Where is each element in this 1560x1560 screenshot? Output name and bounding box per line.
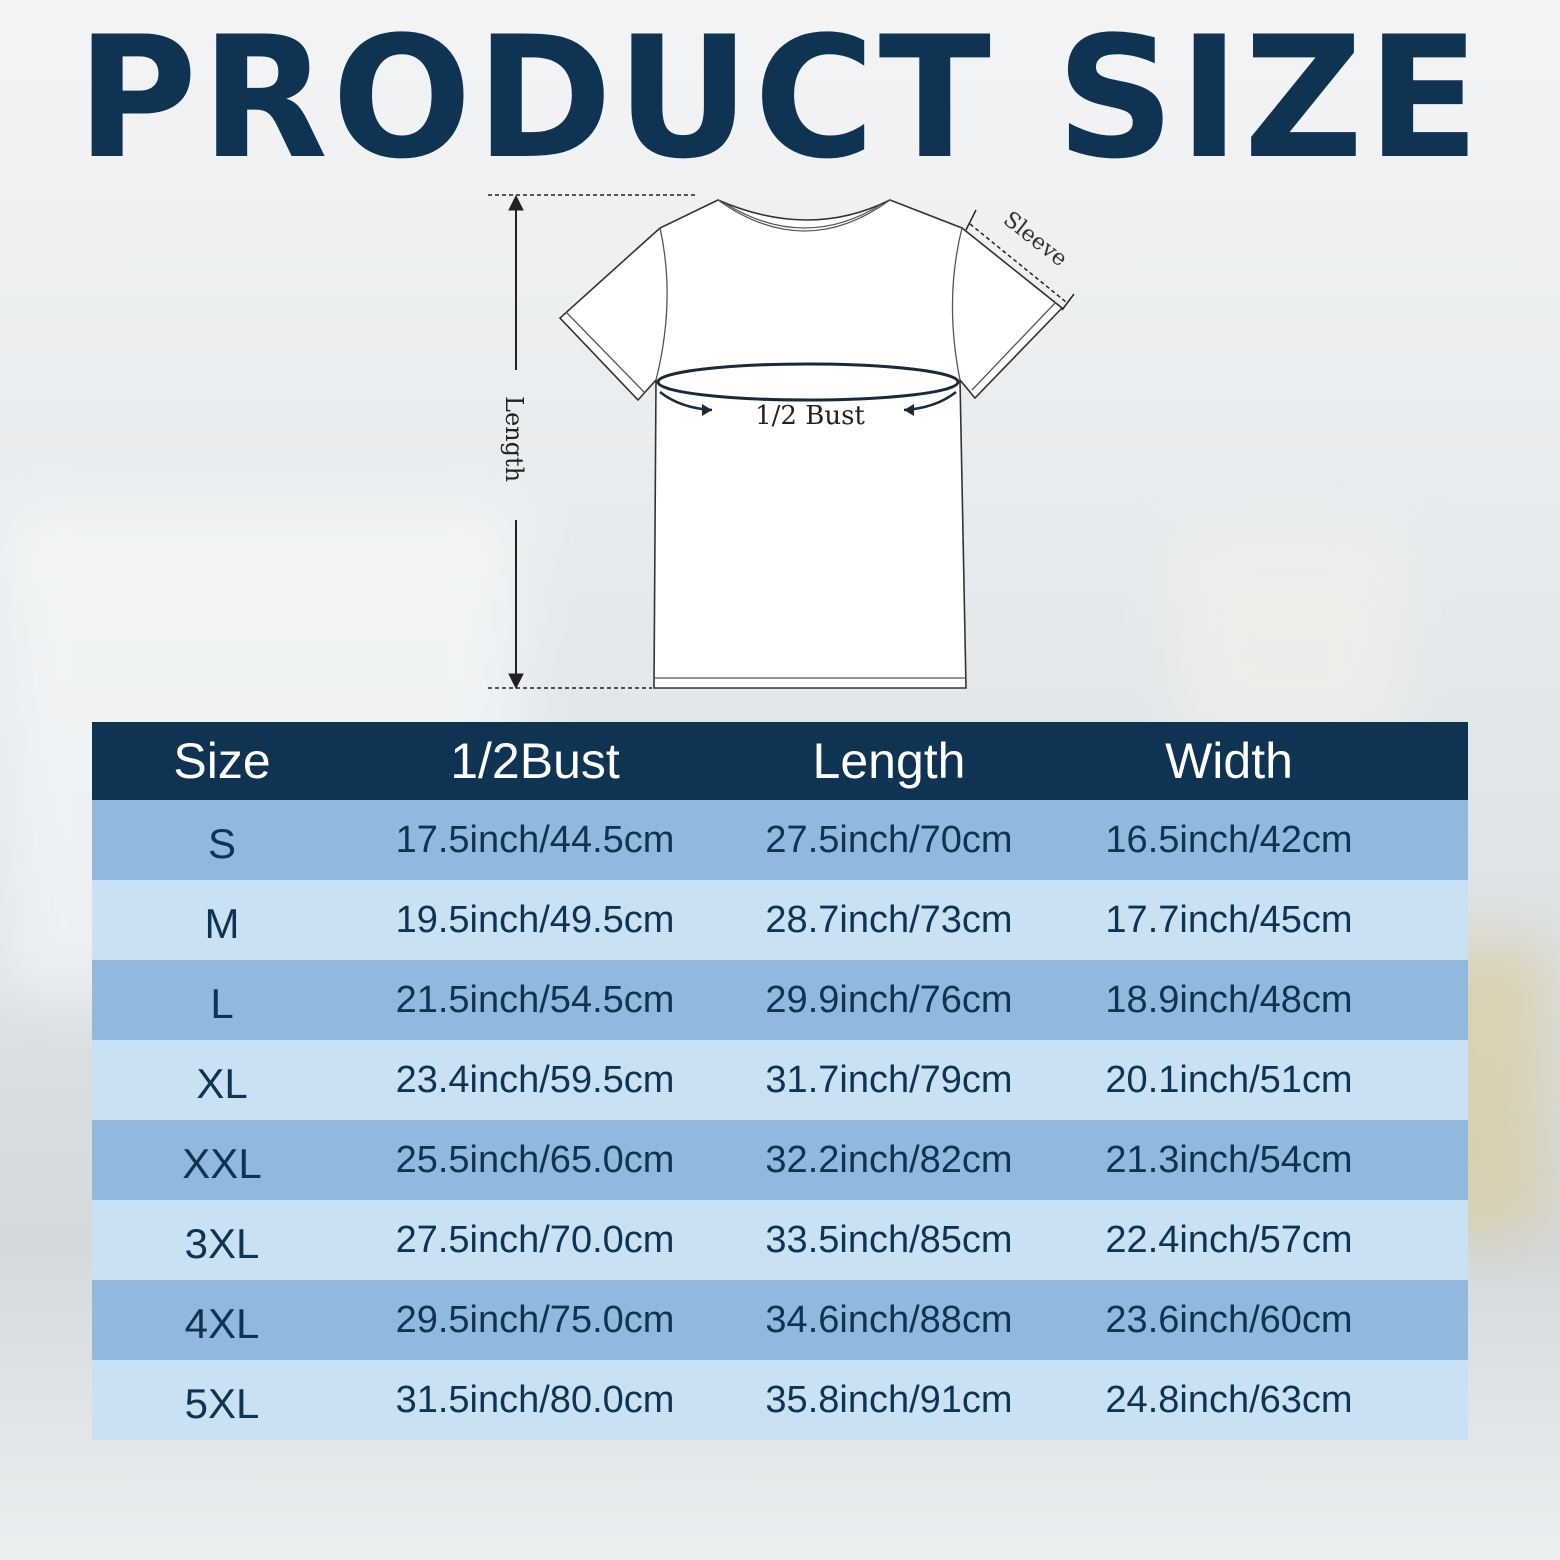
length-cell: 34.6inch/88cm <box>765 1298 1013 1341</box>
size-cell: XL <box>196 1060 248 1107</box>
length-cell: 32.2inch/82cm <box>765 1138 1013 1181</box>
bust-cell: 19.5inch/49.5cm <box>395 898 675 941</box>
size-cell: L <box>210 980 234 1027</box>
header-size: Size <box>173 733 271 789</box>
table-row: XXL 25.5inch/65.0cm 32.2inch/82cm 21.3inch/… <box>92 1120 1468 1200</box>
width-cell: 17.7inch/45cm <box>1105 898 1353 941</box>
header-bust: 1/2Bust <box>450 733 620 789</box>
width-cell: 23.6inch/60cm <box>1105 1298 1353 1341</box>
width-cell: 24.8inch/63cm <box>1105 1378 1353 1421</box>
bust-cell: 17.5inch/44.5cm <box>395 818 675 861</box>
width-cell: 20.1inch/51cm <box>1105 1058 1353 1101</box>
size-cell: 3XL <box>184 1220 260 1267</box>
width-cell: 21.3inch/54cm <box>1105 1138 1353 1181</box>
length-cell: 35.8inch/91cm <box>765 1378 1013 1421</box>
background-frame <box>1180 540 1400 740</box>
width-cell: 16.5inch/42cm <box>1105 818 1353 861</box>
tshirt-diagram: 1/2 Bust Length Sleeve <box>488 194 1075 690</box>
collar <box>717 199 891 232</box>
width-cell: 18.9inch/48cm <box>1105 978 1353 1021</box>
header-width: Width <box>1165 733 1293 789</box>
length-cell: 28.7inch/73cm <box>765 898 1013 941</box>
table-header: Size 1/2Bust Length Width <box>92 722 1468 800</box>
table-row: XL 23.4inch/59.5cm 31.7inch/79cm 20.1inch/5… <box>92 1040 1468 1120</box>
table-row: M 19.5inch/49.5cm 28.7inch/73cm 17.7inch/45… <box>92 880 1468 960</box>
size-cell: M <box>204 900 240 947</box>
width-cell: 22.4inch/57cm <box>1105 1218 1353 1261</box>
bust-cell: 29.5inch/75.0cm <box>395 1298 675 1341</box>
table-row: S 17.5inch/44.5cm 27.5inch/70cm 16.5inch/42… <box>92 800 1468 880</box>
bust-measure: 1/2 Bust <box>656 362 960 431</box>
length-cell: 29.9inch/76cm <box>765 978 1013 1021</box>
table-row: L 21.5inch/54.5cm 29.9inch/76cm 18.9inch/48… <box>92 960 1468 1040</box>
bust-cell: 25.5inch/65.0cm <box>395 1138 675 1181</box>
size-cell: 4XL <box>184 1300 260 1347</box>
size-cell: 5XL <box>184 1380 260 1427</box>
bust-label: 1/2 Bust <box>755 401 865 431</box>
sleeve-label: Sleeve <box>998 207 1071 272</box>
table-row: 4XL 29.5inch/75.0cm 34.6inch/88cm 23.6inch/… <box>92 1280 1468 1360</box>
length-cell: 33.5inch/85cm <box>765 1218 1013 1261</box>
table-row: 5XL 31.5inch/80.0cm 35.8inch/91cm 24.8inch/… <box>92 1360 1468 1440</box>
bust-cell: 27.5inch/70.0cm <box>395 1218 675 1261</box>
length-cell: 27.5inch/70cm <box>765 818 1013 861</box>
bust-cell: 23.4inch/59.5cm <box>395 1058 675 1101</box>
length-measure: Length <box>488 194 696 690</box>
header-length: Length <box>812 733 966 789</box>
length-cell: 31.7inch/79cm <box>765 1058 1013 1101</box>
size-cell: XXL <box>182 1140 262 1187</box>
bust-cell: 21.5inch/54.5cm <box>395 978 675 1021</box>
page-title: PRODUCT SIZE <box>76 0 1484 196</box>
tshirt-outline <box>558 199 1064 689</box>
length-label: Length <box>500 396 528 482</box>
bust-cell: 31.5inch/80.0cm <box>395 1378 675 1421</box>
size-cell: S <box>207 820 236 867</box>
table-row: 3XL 27.5inch/70.0cm 33.5inch/85cm 22.4inch/… <box>92 1200 1468 1280</box>
size-table: Size 1/2Bust Length Width S 17.5inch/44.5… <box>92 722 1468 1440</box>
